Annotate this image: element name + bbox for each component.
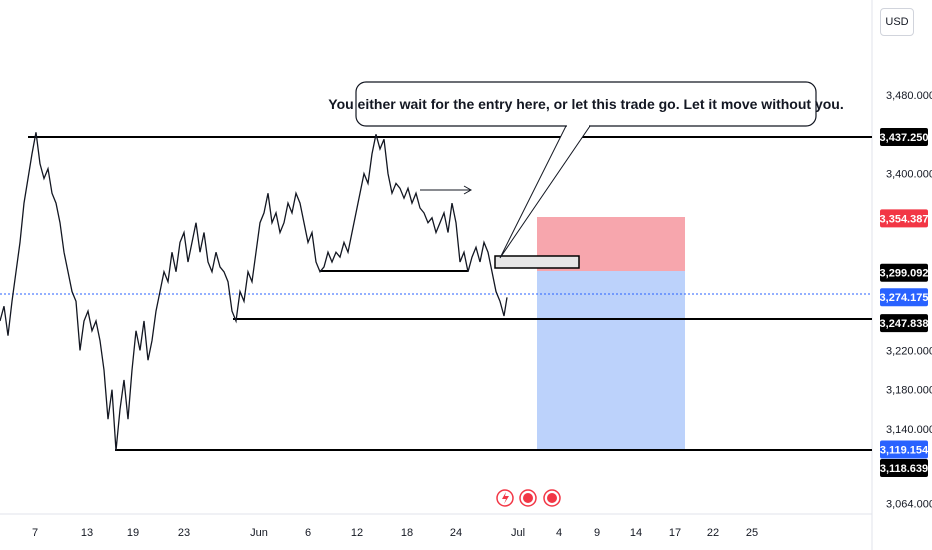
price-tag-label: 3,354.387 [880,213,929,225]
y-tick-label: 3,140.000 [886,424,932,436]
price-tag-bg [880,209,928,228]
price-tag-bg [880,459,928,477]
y-axis-ticks: 3,480.000 3,400.000 3,220.000 3,180.000 3,14… [886,90,932,511]
take-profit-zone[interactable] [537,271,685,450]
price-tag-label: 3,118.639 [880,463,928,475]
lightning-icon [502,492,509,504]
x-tick-label: 25 [746,527,758,539]
x-tick-label: 24 [450,527,462,539]
x-tick-label: 12 [351,527,363,539]
x-tick-label: 7 [32,527,38,539]
price-tag-label: 3,299.092 [880,268,929,280]
price-tag-label: 3,247.838 [880,318,929,330]
y-tick-label: 3,220.000 [886,345,932,357]
x-tick-label: Jul [511,527,525,539]
x-tick-label: 23 [178,527,190,539]
y-tick-label: 3,480.000 [886,90,932,102]
x-tick-label: 18 [401,527,413,539]
price-tag-label: 3,274.175 [880,292,929,304]
callout-text: You either wait for the entry here, or l… [328,96,843,112]
arrow-head-icon [463,185,473,195]
price-tag-bg [880,440,928,459]
price-tag-bg [880,128,928,146]
price-tags: 3,437.250 3,354.387 3,299.092 3,274.175 3,24… [880,128,929,477]
x-axis-ticks: 7 13 19 23 Jun 6 12 18 24 Jul 4 9 14 17 22 25 [32,527,758,539]
x-tick-label: 9 [594,527,600,539]
x-tick-label: 6 [305,527,311,539]
currency-selector[interactable]: USD [880,8,914,36]
x-tick-label: Jun [250,527,268,539]
entry-zone-box[interactable] [494,255,580,269]
y-tick-label: 3,400.000 [886,169,932,181]
y-tick-label: 3,180.000 [886,385,932,397]
us-flag-icon [547,493,557,503]
price-tag-bg [880,288,928,307]
x-tick-label: 19 [127,527,139,539]
price-tag-bg [880,314,928,333]
x-tick-label: 4 [556,527,562,539]
chart-area [0,0,872,514]
price-tag-label: 3,437.250 [880,132,929,144]
x-tick-label: 14 [630,527,642,539]
price-tag-label: 3,119.154 [880,444,929,456]
x-tick-label: 22 [707,527,719,539]
y-tick-label: 3,064.000 [886,499,932,511]
price-tag-bg [880,263,928,282]
us-flag-icon [523,493,533,503]
price-series [0,132,508,451]
event-icons [496,489,561,507]
x-tick-label: 13 [81,527,93,539]
x-tick-label: 17 [669,527,681,539]
